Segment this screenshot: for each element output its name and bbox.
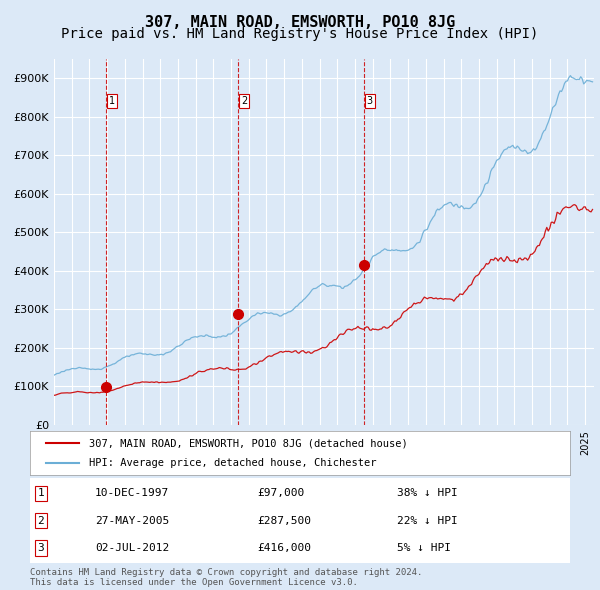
Text: 22% ↓ HPI: 22% ↓ HPI <box>397 516 458 526</box>
Text: 307, MAIN ROAD, EMSWORTH, PO10 8JG: 307, MAIN ROAD, EMSWORTH, PO10 8JG <box>145 15 455 30</box>
Text: 1: 1 <box>109 96 115 106</box>
Text: 3: 3 <box>37 543 44 553</box>
Text: Contains HM Land Registry data © Crown copyright and database right 2024.
This d: Contains HM Land Registry data © Crown c… <box>30 568 422 587</box>
Text: 02-JUL-2012: 02-JUL-2012 <box>95 543 169 553</box>
Text: 2: 2 <box>37 516 44 526</box>
Text: £97,000: £97,000 <box>257 489 304 499</box>
Text: 5% ↓ HPI: 5% ↓ HPI <box>397 543 451 553</box>
Text: 1: 1 <box>37 489 44 499</box>
Text: 2: 2 <box>241 96 247 106</box>
Text: 27-MAY-2005: 27-MAY-2005 <box>95 516 169 526</box>
Text: £416,000: £416,000 <box>257 543 311 553</box>
Text: 3: 3 <box>367 96 373 106</box>
Text: Price paid vs. HM Land Registry's House Price Index (HPI): Price paid vs. HM Land Registry's House … <box>61 27 539 41</box>
Text: 10-DEC-1997: 10-DEC-1997 <box>95 489 169 499</box>
Text: HPI: Average price, detached house, Chichester: HPI: Average price, detached house, Chic… <box>89 458 377 467</box>
Text: 38% ↓ HPI: 38% ↓ HPI <box>397 489 458 499</box>
Text: 307, MAIN ROAD, EMSWORTH, PO10 8JG (detached house): 307, MAIN ROAD, EMSWORTH, PO10 8JG (deta… <box>89 438 408 448</box>
Text: £287,500: £287,500 <box>257 516 311 526</box>
